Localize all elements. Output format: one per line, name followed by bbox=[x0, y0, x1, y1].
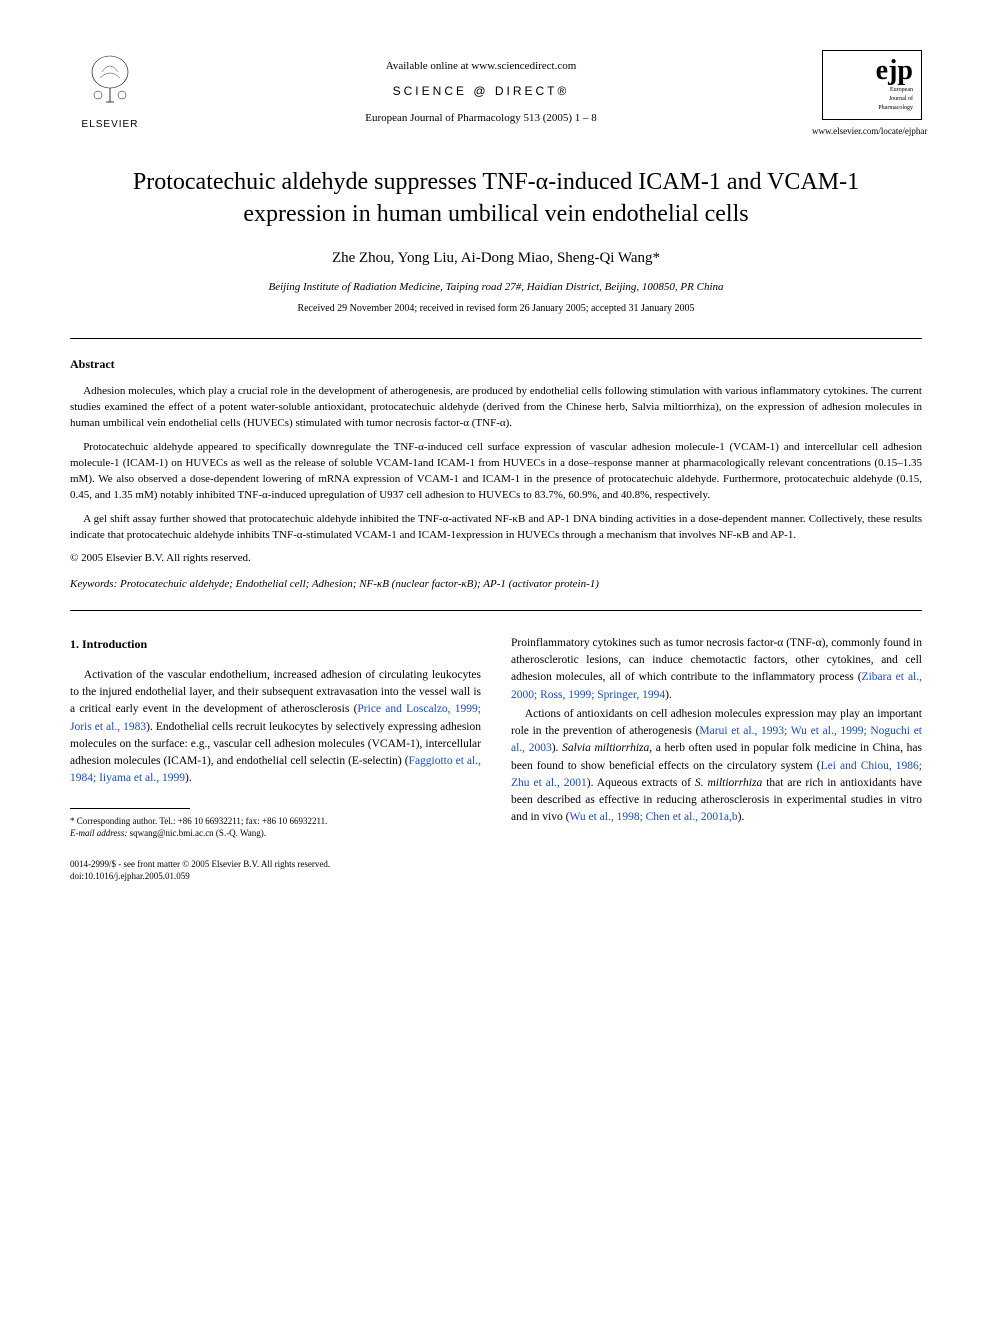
species-2: S. miltiorrhiza bbox=[695, 777, 762, 789]
intro-text-3f: ). bbox=[738, 811, 745, 823]
column-left: 1. Introduction Activation of the vascul… bbox=[70, 635, 481, 883]
footer-line1: 0014-2999/$ - see front matter © 2005 El… bbox=[70, 858, 481, 871]
authors: Zhe Zhou, Yong Liu, Ai-Dong Miao, Sheng-… bbox=[70, 250, 922, 267]
footer-info: 0014-2999/$ - see front matter © 2005 El… bbox=[70, 858, 481, 883]
intro-text-1c: ). bbox=[185, 772, 192, 784]
sciencedirect-logo: SCIENCE @ DIRECT® bbox=[150, 84, 812, 98]
email-address: sqwang@nic.bmi.ac.cn (S.-Q. Wang). bbox=[127, 828, 266, 838]
elsevier-tree-icon bbox=[80, 50, 140, 110]
email-label: E-mail address: bbox=[70, 828, 127, 838]
journal-reference: European Journal of Pharmacology 513 (20… bbox=[150, 112, 812, 124]
article-title: Protocatechuic aldehyde suppresses TNF-α… bbox=[110, 166, 882, 231]
copyright: © 2005 Elsevier B.V. All rights reserved… bbox=[70, 552, 922, 564]
intro-text-2b: ). bbox=[665, 689, 672, 701]
page-header: ELSEVIER Available online at www.science… bbox=[70, 50, 922, 136]
corresponding-author: * Corresponding author. Tel.: +86 10 669… bbox=[70, 815, 481, 828]
divider-bottom bbox=[70, 610, 922, 611]
species-1: Salvia miltiorrhiza bbox=[562, 742, 649, 754]
intro-text-3d: ). Aqueous extracts of bbox=[587, 777, 695, 789]
column-right: Proinflammatory cytokines such as tumor … bbox=[511, 635, 922, 883]
keywords-label: Keywords: bbox=[70, 578, 117, 590]
available-online-text: Available online at www.sciencedirect.co… bbox=[150, 60, 812, 72]
journal-url: www.elsevier.com/locate/ejphar bbox=[812, 126, 922, 136]
citation-6[interactable]: Wu et al., 1998; Chen et al., 2001a,b bbox=[569, 811, 737, 823]
intro-text-2a: Proinflammatory cytokines such as tumor … bbox=[511, 637, 922, 684]
elsevier-label: ELSEVIER bbox=[70, 119, 150, 130]
ejp-box: ejp European Journal of Pharmacology bbox=[822, 50, 922, 120]
abstract-p2: Protocatechuic aldehyde appeared to spec… bbox=[70, 440, 922, 504]
intro-text-3b: ). bbox=[552, 742, 562, 754]
elsevier-logo: ELSEVIER bbox=[70, 50, 150, 130]
section-1-heading: 1. Introduction bbox=[70, 635, 481, 653]
keywords-text: Protocatechuic aldehyde; Endothelial cel… bbox=[117, 578, 599, 590]
ejp-full-2: Journal of bbox=[831, 96, 913, 103]
divider-top bbox=[70, 338, 922, 339]
ejp-full-1: European bbox=[831, 87, 913, 94]
header-center: Available online at www.sciencedirect.co… bbox=[150, 50, 812, 124]
ejp-abbrev: ejp bbox=[831, 57, 913, 85]
abstract-p1: Adhesion molecules, which play a crucial… bbox=[70, 384, 922, 432]
body-columns: 1. Introduction Activation of the vascul… bbox=[70, 635, 922, 883]
intro-p3: Actions of antioxidants on cell adhesion… bbox=[511, 706, 922, 827]
footer-line2: doi:10.1016/j.ejphar.2005.01.059 bbox=[70, 870, 481, 883]
intro-p1: Activation of the vascular endothelium, … bbox=[70, 667, 481, 788]
affiliation: Beijing Institute of Radiation Medicine,… bbox=[70, 281, 922, 293]
intro-p2: Proinflammatory cytokines such as tumor … bbox=[511, 635, 922, 704]
email-footnote: E-mail address: sqwang@nic.bmi.ac.cn (S.… bbox=[70, 827, 481, 840]
abstract-heading: Abstract bbox=[70, 357, 922, 372]
footnote-rule bbox=[70, 808, 190, 809]
ejp-full-3: Pharmacology bbox=[831, 105, 913, 112]
abstract-p3: A gel shift assay further showed that pr… bbox=[70, 512, 922, 544]
journal-logo: ejp European Journal of Pharmacology www… bbox=[812, 50, 922, 136]
keywords: Keywords: Protocatechuic aldehyde; Endot… bbox=[70, 578, 922, 590]
article-dates: Received 29 November 2004; received in r… bbox=[70, 303, 922, 314]
